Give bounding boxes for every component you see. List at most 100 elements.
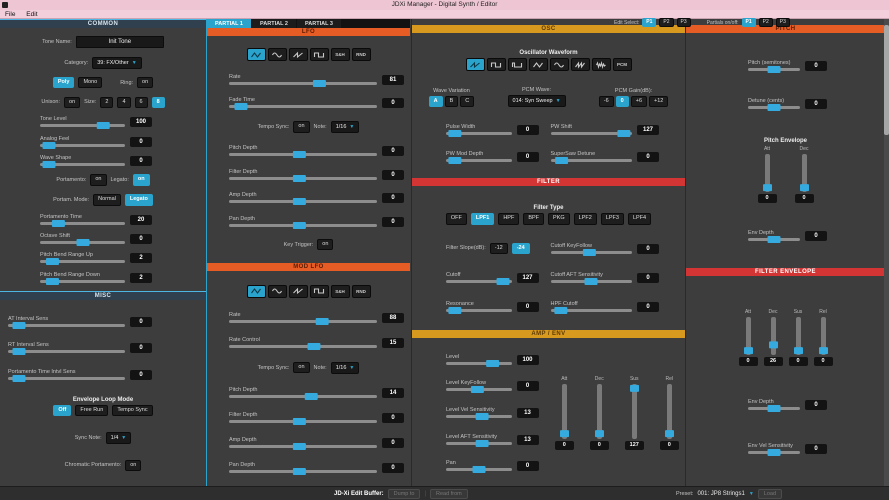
at-interval-sens-slider-handle[interactable] (12, 321, 26, 329)
read-from-button[interactable]: Read from (430, 488, 468, 499)
rel-value[interactable]: 0 (813, 357, 833, 366)
rnd-button[interactable]: RND (351, 284, 371, 298)
c-button[interactable]: C (460, 95, 475, 108)
dump-to-button[interactable]: Dump to (387, 488, 421, 499)
hpf-cutoff-slider-handle[interactable] (553, 307, 567, 314)
supersaw-detune-slider[interactable] (550, 156, 632, 164)
filter-depth-value[interactable]: 0 (382, 169, 404, 180)
12-button[interactable]: -12 (489, 242, 508, 254)
pw-shift-slider[interactable] (550, 129, 632, 137)
detune-cents-value[interactable]: 0 (805, 99, 827, 110)
pitch-depth-value[interactable]: 14 (382, 388, 404, 399)
rnd-button[interactable]: RND (351, 48, 371, 62)
cutoff-value[interactable]: 127 (516, 273, 539, 283)
level-slider[interactable] (446, 359, 512, 367)
dec-vslider-track[interactable] (768, 317, 778, 355)
portamento-time-slider[interactable] (40, 219, 125, 227)
env-depth-slider-handle[interactable] (767, 405, 781, 412)
dec-value[interactable]: 26 (763, 357, 783, 366)
saw-wave-button[interactable] (288, 48, 308, 62)
menu-file[interactable]: File (5, 11, 16, 18)
rate-slider-handle[interactable] (315, 317, 329, 325)
att-vslider-handle[interactable] (743, 347, 753, 355)
rate-slider[interactable] (229, 79, 377, 87)
portamento-time-intvl-sens-value[interactable]: 0 (130, 370, 152, 381)
pan-depth-slider[interactable] (229, 221, 377, 229)
tone-level-slider-handle[interactable] (96, 122, 110, 130)
att-vslider-handle[interactable] (762, 183, 772, 191)
24-button[interactable]: -24 (511, 242, 530, 254)
014-syn-sweep-dropdown[interactable]: 014: Syn Sweep ▼ (507, 95, 566, 108)
mono-button[interactable]: Mono (78, 76, 103, 89)
p3-button[interactable]: P3 (775, 18, 790, 27)
on-button[interactable]: on (64, 96, 81, 109)
wave-shape-value[interactable]: 0 (130, 155, 152, 166)
filter-depth-slider-handle[interactable] (292, 174, 306, 182)
amp-depth-slider[interactable] (229, 443, 377, 451)
p3-button[interactable]: P3 (676, 18, 691, 27)
tab-partial-2[interactable]: PARTIAL 2 (252, 19, 296, 28)
on-button[interactable]: on (90, 174, 107, 186)
load-button[interactable]: Load (757, 488, 783, 499)
b-button[interactable]: B (444, 95, 459, 108)
0-button[interactable]: 0 (615, 95, 629, 108)
init-tone-input[interactable]: Init Tone (75, 36, 164, 49)
rate-slider[interactable] (229, 317, 377, 325)
on-button[interactable]: on (137, 76, 154, 89)
2-button[interactable]: 2 (100, 96, 114, 109)
on-button[interactable]: on (132, 174, 150, 186)
cutoff-slider[interactable] (446, 278, 512, 285)
fade-time-slider[interactable] (229, 103, 377, 111)
pulse-width-slider-handle[interactable] (448, 129, 462, 137)
preset-dropdown[interactable]: 001: JP8 Strings1 (697, 490, 745, 497)
cutoff-keyfollow-value[interactable]: 0 (637, 243, 659, 254)
portamento-time-intvl-sens-slider-handle[interactable] (12, 375, 26, 383)
level-aft-sensitivity-slider[interactable] (446, 439, 512, 447)
analog-feel-slider[interactable] (40, 141, 125, 149)
detune-cents-slider[interactable] (748, 104, 800, 112)
level-aft-sensitivity-value[interactable]: 13 (516, 434, 539, 445)
off-button[interactable]: Off (53, 404, 72, 417)
sus-vslider-track[interactable] (629, 383, 639, 439)
supersaw-wave-button[interactable] (570, 58, 590, 72)
dec-value[interactable]: 0 (589, 440, 609, 450)
pitch-depth-slider-handle[interactable] (292, 151, 306, 159)
rate-control-slider-handle[interactable] (307, 342, 321, 350)
dec-vslider-track[interactable] (594, 383, 604, 439)
filter-depth-slider-handle[interactable] (292, 418, 306, 426)
wave-shape-slider-handle[interactable] (42, 160, 56, 168)
1-16-dropdown[interactable]: 1/16 ▼ (330, 120, 360, 133)
pw-shift-slider-handle[interactable] (616, 129, 630, 137)
tempo-sync-button[interactable]: Tempo Sync (112, 404, 153, 417)
saw-wave-button[interactable] (465, 58, 485, 72)
amp-depth-slider-handle[interactable] (292, 443, 306, 451)
pan-value[interactable]: 0 (516, 461, 539, 472)
level-vel-sensitivity-value[interactable]: 13 (516, 407, 539, 418)
hpf-cutoff-value[interactable]: 0 (637, 302, 659, 312)
cutoff-aft-sensitivity-value[interactable]: 0 (637, 273, 659, 283)
s-h-button[interactable]: S&H (330, 48, 350, 62)
p1-button[interactable]: P1 (642, 18, 657, 27)
pulse-width-slider[interactable] (446, 129, 512, 137)
triangle-wave-button[interactable] (246, 284, 266, 298)
octave-shift-slider[interactable] (40, 239, 125, 247)
sus-vslider-handle[interactable] (793, 347, 803, 355)
env-depth-slider-handle[interactable] (767, 235, 781, 243)
level-keyfollow-value[interactable]: 0 (516, 381, 539, 392)
octave-shift-value[interactable]: 0 (130, 234, 152, 245)
normal-button[interactable]: Normal (93, 194, 121, 206)
filter-depth-slider[interactable] (229, 418, 377, 426)
rate-value[interactable]: 88 (382, 312, 404, 323)
saw-wave-button[interactable] (288, 284, 308, 298)
dec-vslider-handle[interactable] (768, 341, 778, 349)
pan-depth-slider[interactable] (229, 468, 377, 475)
rate-control-value[interactable]: 15 (382, 337, 404, 348)
env-vel-sensitivity-value[interactable]: 0 (805, 444, 827, 454)
tone-level-value[interactable]: 100 (130, 117, 152, 128)
sine-wave-button[interactable] (267, 284, 287, 298)
rel-value[interactable]: 0 (659, 440, 679, 450)
att-vslider-track[interactable] (559, 383, 569, 439)
analog-feel-slider-handle[interactable] (42, 141, 56, 149)
pan-depth-value[interactable]: 0 (382, 463, 404, 473)
rel-vslider-handle[interactable] (664, 430, 674, 438)
